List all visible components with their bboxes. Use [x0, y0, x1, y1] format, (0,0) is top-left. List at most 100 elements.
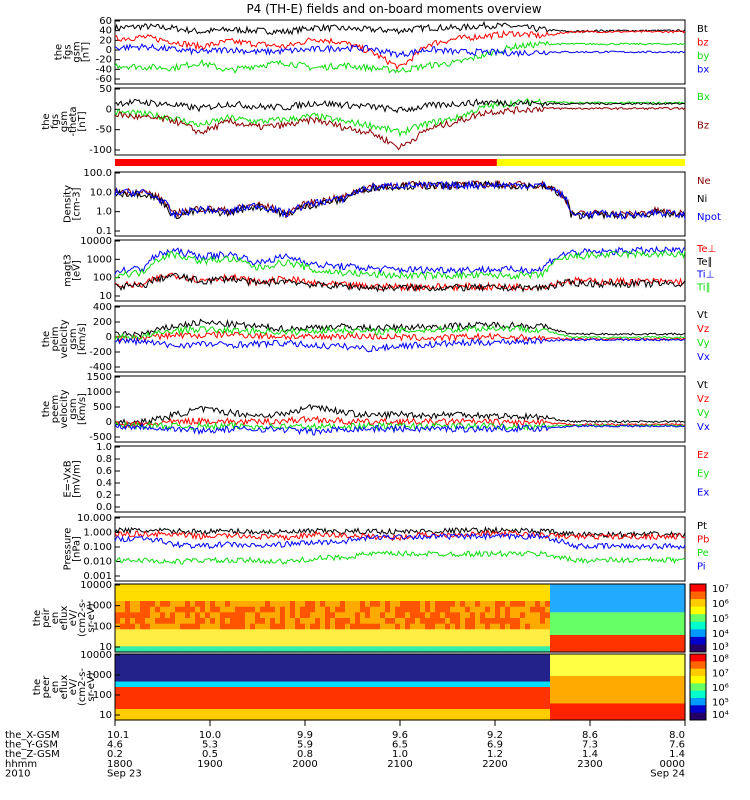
spectrogram-cell — [615, 687, 621, 694]
spectrogram-cell — [440, 612, 446, 619]
spectrogram-cell — [235, 612, 241, 619]
spectrogram-cell — [115, 584, 121, 591]
spectrogram-cell — [250, 589, 256, 596]
spectrogram-cell — [310, 589, 316, 596]
y-tick-label: 20 — [99, 35, 112, 46]
spectrogram-cell — [565, 646, 571, 653]
spectrogram-cell — [355, 584, 361, 591]
y-tick-label: -500 — [89, 432, 112, 443]
spectrogram-cell — [305, 676, 311, 683]
colorbar-segment — [690, 636, 706, 645]
spectrogram-cell — [200, 618, 206, 625]
spectrogram-cell — [275, 676, 281, 683]
spectrogram-cell — [375, 703, 381, 710]
spectrogram-cell — [260, 635, 266, 642]
spectrogram-cell — [385, 635, 391, 642]
spectrogram-cell — [135, 589, 141, 596]
spectrogram-cell — [245, 670, 251, 677]
spectrogram-cell — [500, 595, 506, 602]
spectrogram-cell — [560, 687, 566, 694]
spectrogram-cell — [355, 665, 361, 672]
spectrogram-cell — [125, 692, 131, 699]
spectrogram-cell — [270, 714, 276, 721]
spectrogram-cell — [155, 640, 161, 647]
spectrogram-cell — [550, 714, 556, 721]
spectrogram-cell — [470, 640, 476, 647]
spectrogram-cell — [430, 659, 436, 666]
spectrogram-cell — [255, 654, 261, 661]
spectrogram-cell — [390, 595, 396, 602]
spectrogram-cell — [285, 714, 291, 721]
spectrogram-cell — [660, 635, 666, 642]
spectrogram-cell — [370, 703, 376, 710]
spectrogram-cell — [315, 635, 321, 642]
spectrogram-cell — [275, 703, 281, 710]
spectrogram-cell — [205, 714, 211, 721]
spectrogram-cell — [245, 703, 251, 710]
spectrogram-cell — [415, 589, 421, 596]
legend-label: Pe — [697, 548, 709, 559]
spectrogram-cell — [165, 606, 171, 613]
spectrogram-cell — [585, 714, 591, 721]
spectrogram-cell — [545, 612, 551, 619]
spectrogram-cell — [610, 676, 616, 683]
spectrogram-cell — [640, 665, 646, 672]
spectrogram-cell — [635, 665, 641, 672]
spectrogram-cell — [405, 595, 411, 602]
spectrogram-cell — [535, 640, 541, 647]
spectrogram-cell — [335, 601, 341, 608]
spectrogram-cell — [170, 709, 176, 716]
spectrogram-cell — [555, 584, 561, 591]
spectrogram-cell — [510, 601, 516, 608]
spectrogram-cell — [370, 654, 376, 661]
spectrogram-cell — [420, 687, 426, 694]
spectrogram-cell — [150, 659, 156, 666]
spectrogram-cell — [470, 698, 476, 705]
spectrogram-cell — [520, 629, 526, 636]
spectrogram-cell — [270, 623, 276, 630]
spectrogram-cell — [350, 646, 356, 653]
spectrogram-cell — [140, 687, 146, 694]
y-axis-label-line: gsm — [68, 398, 79, 419]
spectrogram-cell — [235, 623, 241, 630]
spectrogram-cell — [455, 589, 461, 596]
spectrogram-cell — [340, 714, 346, 721]
y-tick-label: 0.0 — [96, 502, 112, 513]
spectrogram-cell — [310, 665, 316, 672]
spectrogram-cell — [435, 698, 441, 705]
spectrogram-cell — [135, 692, 141, 699]
spectrogram-cell — [420, 640, 426, 647]
spectrogram-cell — [325, 646, 331, 653]
spectrogram-cell — [435, 670, 441, 677]
spectrogram-cell — [330, 714, 336, 721]
spectrogram-cell — [505, 606, 511, 613]
spectrogram-cell — [580, 714, 586, 721]
spectrogram-cell — [390, 646, 396, 653]
spectrogram-cell — [525, 646, 531, 653]
spectrogram-cell — [680, 640, 686, 647]
spectrogram-cell — [585, 601, 591, 608]
spectrogram-cell — [670, 635, 676, 642]
spectrogram-cell — [495, 709, 501, 716]
spectrogram-cell — [120, 692, 126, 699]
spectrogram-cell — [550, 629, 556, 636]
spectrogram-cell — [340, 589, 346, 596]
spectrogram-cell — [515, 623, 521, 630]
spectrogram-cell — [275, 646, 281, 653]
spectrogram-cell — [590, 714, 596, 721]
y-axis-label-line: the — [41, 331, 52, 347]
spectrogram-cell — [215, 589, 221, 596]
spectrogram-cell — [375, 595, 381, 602]
y-axis-label-line: gsm — [68, 328, 79, 349]
spectrogram-cell — [455, 676, 461, 683]
spectrogram-cell — [155, 646, 161, 653]
spectrogram-cell — [155, 606, 161, 613]
spectrogram-cell — [580, 629, 586, 636]
spectrogram-cell — [350, 654, 356, 661]
spectrogram-cell — [120, 612, 126, 619]
spectrogram-cell — [325, 659, 331, 666]
spectrogram-cell — [665, 646, 671, 653]
spectrogram-cell — [175, 612, 181, 619]
spectrogram-cell — [655, 629, 661, 636]
spectrogram-cell — [200, 670, 206, 677]
